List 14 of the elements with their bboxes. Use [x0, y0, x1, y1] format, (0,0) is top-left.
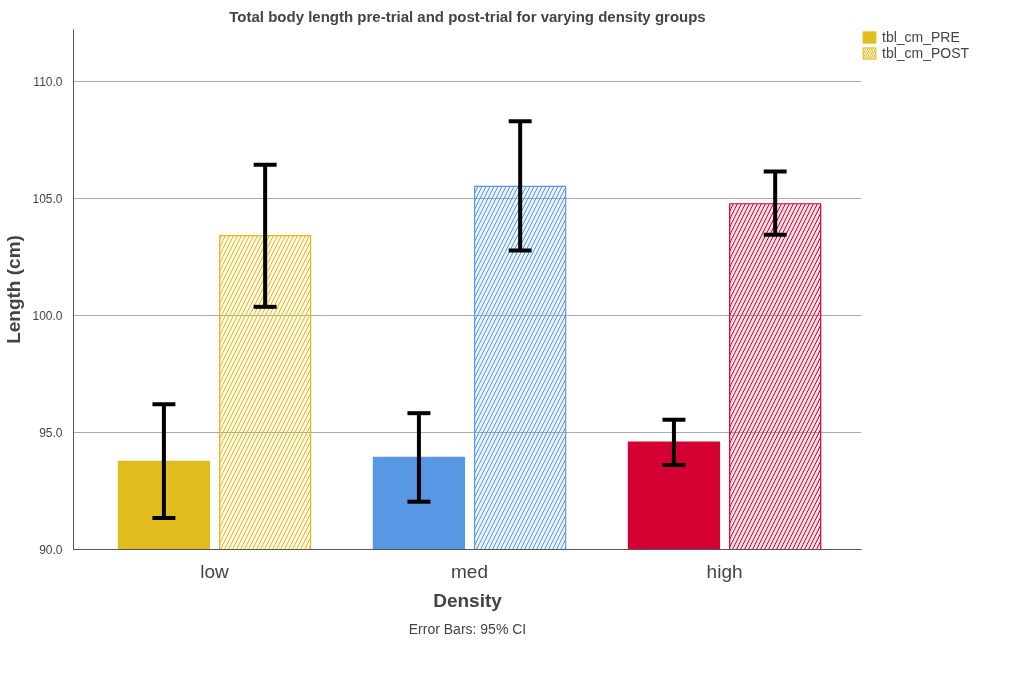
x-tick-label: high — [706, 560, 743, 582]
y-tick-label: 110.0 — [33, 74, 63, 89]
x-tick-label: med — [451, 560, 489, 582]
chart-title: Total body length pre-trial and post-trial for varying density groups — [229, 7, 706, 25]
y-tick-label: 100.0 — [32, 308, 63, 323]
x-axis-title: Density — [433, 589, 503, 611]
text: Error Bars: 95% CI — [408, 620, 527, 637]
y-tick-label: 105.0 — [32, 191, 63, 206]
legend-label: tbl_cm_POST — [882, 45, 970, 61]
y-tick-label: 95.0 — [39, 425, 63, 440]
x-tick-label: low — [200, 560, 230, 582]
legend-label: tbl_cm_PRE — [882, 29, 960, 45]
y-axis-title: Length (cm) — [3, 235, 25, 344]
y-tick-label: 90.0 — [39, 543, 63, 557]
